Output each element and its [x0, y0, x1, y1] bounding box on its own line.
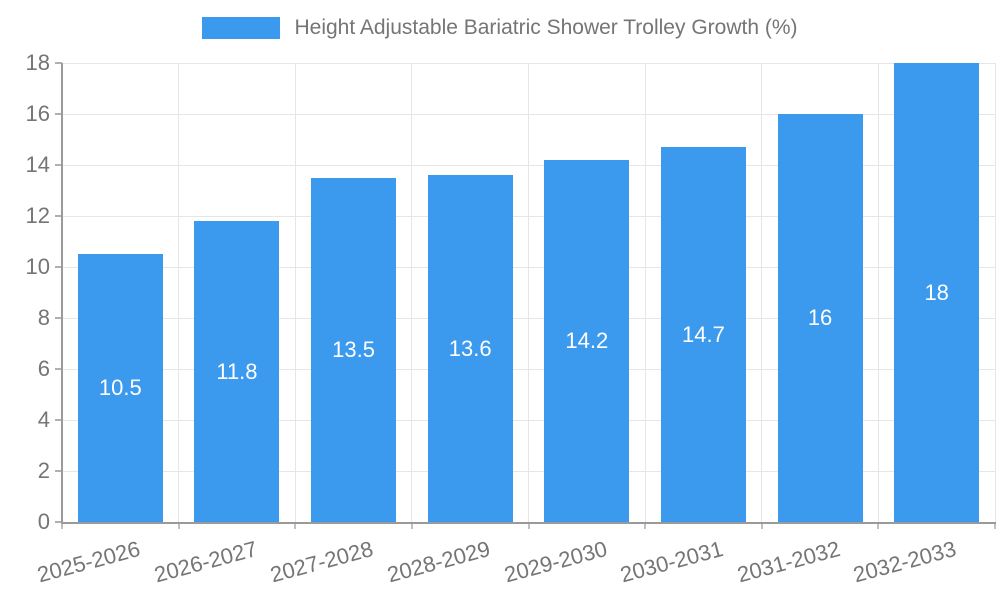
x-gridline: [178, 63, 180, 522]
bar-value-label: 11.8: [216, 358, 258, 384]
y-tick-mark: [55, 368, 62, 370]
x-gridline: [411, 63, 413, 522]
x-gridline: [644, 63, 646, 522]
y-tick-label: 14: [25, 152, 50, 177]
x-tick-mark: [177, 522, 180, 529]
bar: 14.2: [544, 159, 630, 522]
x-tick-label: 2027-2028: [267, 536, 377, 588]
x-gridline: [528, 63, 529, 522]
x-tick-label: 2028-2029: [384, 536, 493, 588]
bar: 14.7: [660, 147, 746, 522]
legend-label: Height Adjustable Bariatric Shower Troll…: [294, 16, 798, 39]
x-tick-mark: [877, 522, 880, 529]
y-tick-label: 4: [37, 407, 50, 432]
legend-swatch: [202, 17, 281, 39]
y-tick-mark: [55, 521, 62, 523]
y-tick-label: 2: [37, 458, 50, 483]
bar: 16: [777, 114, 863, 522]
x-gridline: [994, 63, 996, 522]
x-tick-label: 2030-2031: [617, 536, 726, 588]
y-tick-label: 10: [25, 254, 50, 279]
x-tick-label: 2026-2027: [151, 536, 260, 588]
x-axis-line: [61, 522, 996, 524]
bar: 11.8: [194, 221, 280, 522]
x-tick-label: 2025-2026: [34, 536, 143, 588]
x-tick-mark: [994, 522, 996, 529]
bar-value-label: 14.7: [682, 321, 725, 347]
x-gridline: [877, 63, 879, 522]
x-tick-label: 2029-2030: [501, 536, 610, 588]
x-tick-mark: [294, 522, 297, 529]
y-axis-line: [61, 63, 63, 524]
x-tick-mark: [644, 522, 647, 529]
y-tick-mark: [55, 266, 62, 268]
bar: 13.6: [427, 175, 513, 522]
y-tick-mark: [55, 470, 62, 472]
bar-value-label: 16: [807, 305, 833, 330]
x-tick-label: 2032-2033: [851, 536, 960, 588]
y-tick-label: 8: [37, 305, 50, 330]
x-gridline: [761, 63, 763, 522]
y-tick-label: 18: [25, 50, 50, 75]
x-tick-label: 2031-2032: [734, 536, 843, 588]
x-gridline: [294, 63, 296, 522]
y-tick-label: 16: [25, 101, 50, 126]
y-tick-mark: [55, 164, 62, 166]
x-tick-mark: [61, 522, 63, 529]
y-tick-mark: [55, 419, 62, 421]
y-tick-mark: [55, 215, 62, 217]
bar-value-label: 14.2: [565, 327, 609, 353]
bar-value-label: 10.5: [98, 375, 142, 401]
y-tick-label: 12: [25, 203, 50, 228]
bar: 18: [894, 63, 980, 522]
x-tick-mark: [527, 522, 530, 529]
bar-value-label: 13.6: [448, 335, 492, 361]
y-tick-mark: [55, 113, 62, 115]
x-tick-mark: [760, 522, 763, 529]
bar-value-label: 18: [924, 279, 949, 305]
bar: 10.5: [77, 254, 163, 522]
y-tick-label: 6: [37, 356, 50, 381]
y-tick-mark: [55, 317, 62, 319]
legend-item[interactable]: Height Adjustable Bariatric Shower Troll…: [0, 16, 1000, 40]
bar-value-label: 13.5: [332, 336, 375, 362]
bar: 13.5: [311, 177, 397, 522]
y-tick-label: 0: [37, 509, 50, 534]
x-tick-mark: [410, 522, 413, 529]
y-tick-mark: [55, 62, 62, 64]
